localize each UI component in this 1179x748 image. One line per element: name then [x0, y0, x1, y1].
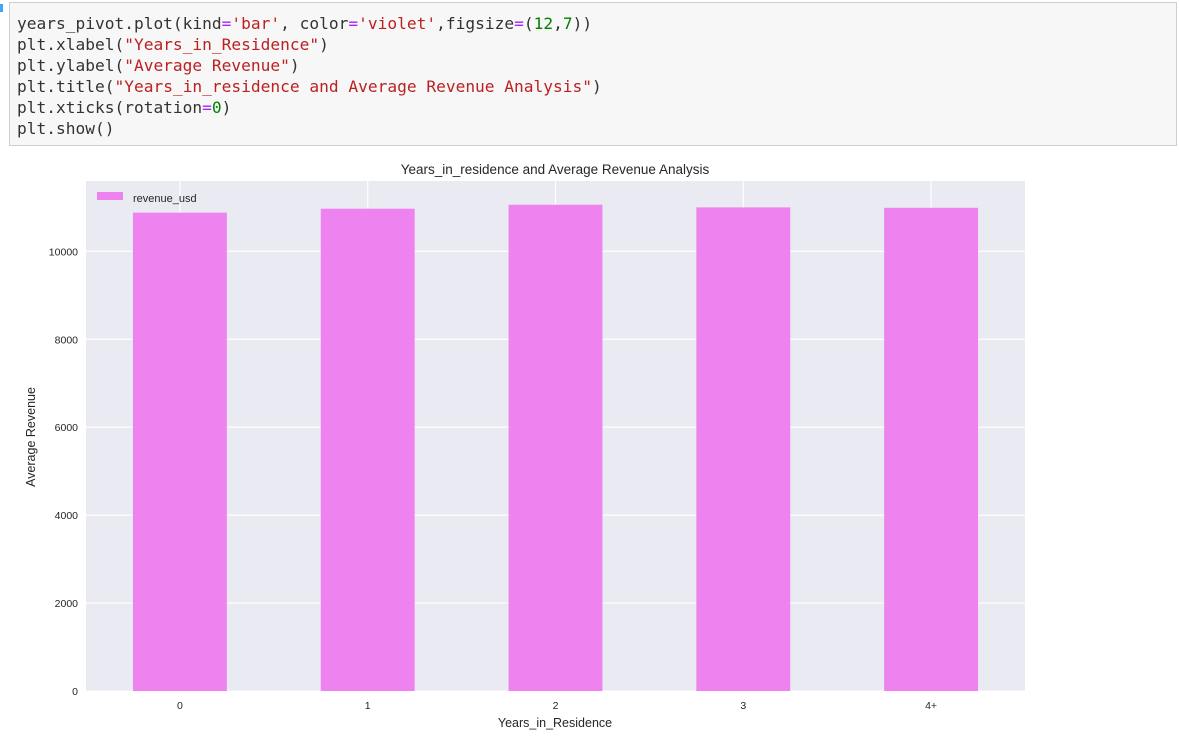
cell-prompt-indicator [0, 4, 3, 12]
code-token: ) [289, 56, 300, 76]
code-token: 0 [211, 98, 222, 118]
code-token: "Years_in_Residence" [124, 35, 320, 55]
x-tick-label: 0 [177, 700, 183, 712]
code-line: plt.title("Years_in_residence and Averag… [17, 76, 1176, 97]
x-tick-labels: 0 1 2 3 4+ [177, 700, 937, 712]
code-token: ( [523, 14, 534, 33]
bar [320, 208, 415, 691]
code-token: = [202, 98, 212, 118]
y-tick-label: 0 [72, 686, 78, 698]
legend: revenue_usd [97, 192, 197, 205]
y-axis-label: Average Revenue [24, 387, 38, 487]
code-token: plt.xlabel( [17, 35, 125, 55]
code-line: plt.xlabel("Years_in_Residence") [17, 34, 1176, 55]
code-token: ) [592, 77, 602, 97]
code-token: "Years_in_residence and Average Revenue … [114, 77, 593, 97]
bar [696, 207, 791, 691]
y-tick-label: 2000 [55, 598, 79, 610]
code-token: plt.xticks(rotation [17, 98, 203, 118]
code-token: "Average Revenue" [124, 56, 290, 76]
y-tick-label: 8000 [55, 334, 79, 346]
x-tick-label: 3 [740, 700, 746, 712]
code-token: plt.ylabel( [17, 56, 125, 76]
bars [132, 204, 979, 691]
y-tick-label: 6000 [55, 422, 79, 434]
x-axis-label: Years_in_Residence [498, 716, 612, 730]
y-tick-label: 10000 [49, 246, 78, 258]
legend-swatch [97, 192, 123, 200]
code-line: years_pivot.plot(kind='bar', color='viol… [17, 13, 1176, 34]
y-tick-label: 4000 [55, 510, 79, 522]
code-line: plt.xticks(rotation=0) [17, 97, 1176, 118]
code-line: plt.ylabel("Average Revenue") [17, 55, 1176, 76]
y-tick-labels: 0 2000 4000 6000 8000 10000 [49, 246, 78, 698]
code-token: plt.show() [17, 119, 115, 139]
bar [508, 204, 603, 691]
code-token: )) [572, 14, 593, 33]
code-token: , [553, 14, 563, 33]
code-token: 'violet' [358, 14, 437, 33]
code-token: ,figsize [436, 14, 515, 33]
x-tick-label: 4+ [925, 700, 937, 712]
code-token: , color [280, 14, 349, 33]
code-token: = [348, 14, 359, 33]
x-tick-label: 2 [553, 700, 559, 712]
code-token: ) [319, 35, 329, 55]
code-token: ) [221, 98, 232, 118]
code-token: = [514, 14, 524, 33]
bar [884, 207, 979, 691]
code-line: plt.show() [17, 118, 1176, 139]
code-token: 7 [562, 14, 573, 33]
code-cell[interactable]: years_pivot.plot(kind='bar', color='viol… [9, 2, 1177, 146]
bar-chart: Years_in_residence and Average Revenue A… [24, 162, 1025, 730]
bar [132, 212, 227, 691]
code-token: plt.title( [17, 77, 115, 97]
code-token: = [221, 14, 232, 33]
x-tick-label: 1 [365, 700, 371, 712]
code-token: 12 [533, 14, 554, 33]
code-token: 'bar' [231, 14, 281, 33]
code-token: years_pivot.plot(kind [17, 14, 222, 33]
legend-label: revenue_usd [133, 193, 197, 205]
chart-title: Years_in_residence and Average Revenue A… [401, 162, 710, 177]
